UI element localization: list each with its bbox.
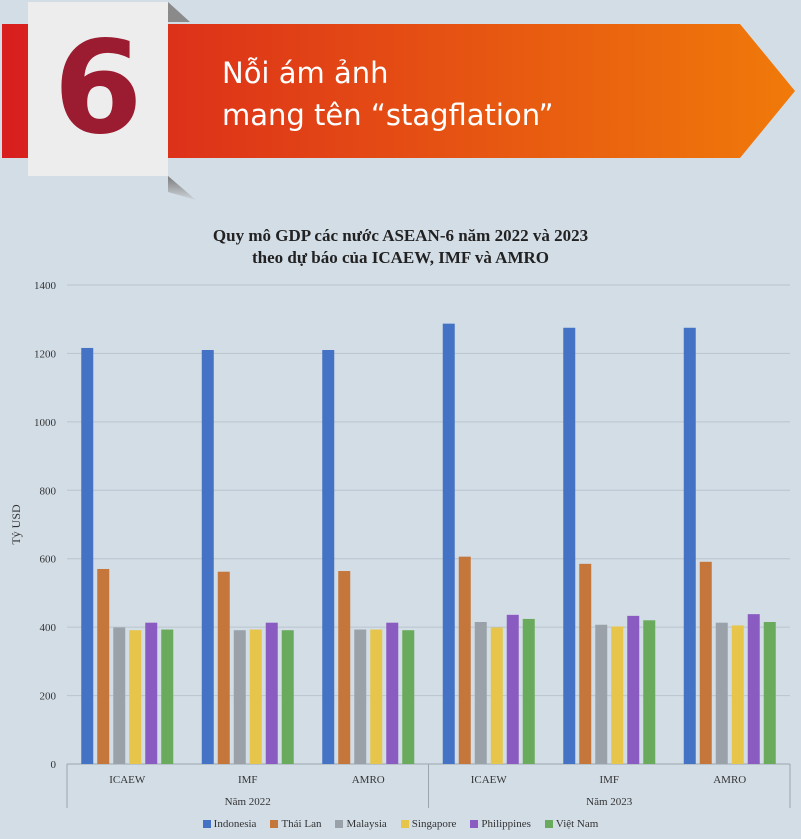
x-group-label: Năm 2023 [586,796,633,808]
legend-label: Philippines [481,818,531,830]
y-tick-label: 1200 [34,348,57,360]
y-tick-label: 600 [40,554,57,566]
bar-Indonesia [81,347,94,764]
x-category-label: AMRO [713,774,746,786]
chart-legend: Indonesia Thái Lan Malaysia Singapore Philip… [0,818,801,830]
bar-Indonesia [442,323,455,764]
legend-swatch [335,820,344,828]
bar-Việt Nam [281,630,294,764]
bar-Singapore [249,629,262,764]
bar-Malaysia [715,622,728,764]
bar-Indonesia [201,350,214,764]
bar-Malaysia [233,630,246,764]
bar-Việt Nam [522,618,535,764]
bar-Indonesia [322,350,335,764]
legend-item: Thái Lan [270,818,321,830]
bar-Việt Nam [402,630,415,764]
bar-Thái Lan [579,563,592,764]
bar-Thái Lan [97,568,110,764]
legend-label: Malaysia [346,818,387,830]
bar-Philippines [386,622,399,764]
bar-Singapore [129,630,142,764]
x-category-label: IMF [238,774,258,786]
number-card [28,2,168,176]
x-category-label: IMF [599,774,619,786]
bar-Singapore [370,629,383,764]
legend-swatch [470,820,479,828]
y-tick-label: 200 [40,691,57,703]
legend-item: Việt Nam [544,818,599,830]
legend-label: Singapore [411,818,457,830]
bar-Singapore [490,627,503,764]
legend-swatch [270,820,279,828]
y-tick-label: 800 [40,485,57,497]
number-card-fold-bottom [168,176,196,200]
legend-item: Singapore [400,818,457,830]
bar-Malaysia [113,627,126,764]
x-category-label: ICAEW [109,774,146,786]
bar-Philippines [145,622,158,764]
bar-Indonesia [563,327,576,764]
header-banner [2,2,795,200]
bar-Singapore [611,626,624,764]
bar-Singapore [731,625,744,764]
bar-Thái Lan [338,571,351,764]
x-category-label: AMRO [352,774,385,786]
bar-Philippines [265,622,278,764]
bar-Việt Nam [643,620,656,764]
legend-swatch [202,820,211,828]
legend-item: Philippines [470,818,531,830]
chart-title-line1: Quy mô GDP các nước ASEAN-6 năm 2022 và … [212,226,589,245]
section-number: 6 [53,13,143,163]
legend-swatch [544,820,553,828]
x-group-label: Năm 2022 [225,796,271,808]
number-card-fold-top [168,2,190,22]
y-tick-label: 1000 [34,417,57,429]
y-tick-label: 1400 [34,280,57,292]
gdp-bar-chart: 0 200 400 600 800 1000 1200 1400 Tỷ USD ICAEW IMF A… [9,280,791,808]
y-axis-label: Tỷ USD [9,504,23,545]
chart-title-line2: theo dự báo của ICAEW, IMF và AMRO [251,248,550,267]
bar-Thái Lan [217,571,230,764]
legend-label: Việt Nam [555,818,599,830]
banner-title-line2: mang tên “stagflation” [222,98,554,132]
bar-Thái Lan [699,561,712,764]
bar-Philippines [747,614,760,764]
bar-Malaysia [354,629,367,764]
banner-title-line1: Nỗi ám ảnh [222,56,389,90]
bar-Malaysia [595,624,608,764]
legend-label: Thái Lan [281,818,322,830]
bar-Malaysia [474,622,487,764]
banner-ribbon [2,24,795,158]
bar-Việt Nam [161,629,174,764]
legend-item: Malaysia [335,818,387,830]
legend-label: Indonesia [213,818,257,830]
bar-Thái Lan [458,556,471,764]
bar-Philippines [627,615,640,764]
bar-Việt Nam [763,622,776,764]
legend-swatch [400,820,409,828]
bar-Philippines [506,614,519,764]
legend-item: Indonesia [202,818,257,830]
bar-Indonesia [683,327,696,764]
banner-title: Nỗi ám ảnh mang tên “stagflation” [222,52,554,136]
y-tick-label: 0 [51,759,57,771]
x-category-label: ICAEW [471,774,508,786]
y-tick-label: 400 [40,622,57,634]
